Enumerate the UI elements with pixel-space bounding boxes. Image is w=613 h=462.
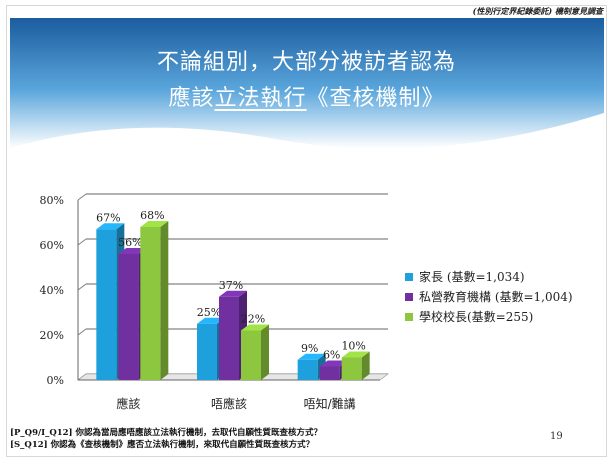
bar [341, 357, 362, 380]
legend-label: 私營教育機構 (基數=1,004) [419, 290, 573, 304]
question-text: 你認為當局應唔應該立法執行機制，去取代自願性質既查核方式？ [75, 428, 323, 438]
footnote-line-2: [S_Q12] 你認為《查核機制》應否立法執行機制，來取代自願性質既查核方式？ [10, 439, 322, 451]
bar [297, 359, 318, 380]
bar-top [319, 360, 348, 367]
bar [319, 366, 340, 380]
bar [118, 254, 139, 380]
y-tick-label: 20% [40, 329, 64, 342]
title-legislate: 立法執行 [214, 86, 307, 111]
chart-legend: 家長 (基數=1,034) 私營教育機構 (基數=1,004) 學校校長(基數=… [405, 267, 573, 327]
slide-title-line-1: 不論組別，大部分被訪者認為 [156, 50, 456, 75]
data-label: 9% [301, 342, 318, 355]
bar [140, 227, 161, 380]
y-tick-label: 60% [40, 239, 64, 252]
y-tick-label: 40% [40, 284, 64, 297]
bar-top [341, 351, 370, 358]
data-label: 68% [140, 209, 164, 222]
data-label: 37% [219, 279, 243, 292]
legend-label: 學校校長(基數=255) [419, 310, 534, 324]
slide-title-line-2: 應該立法執行《查核機制》 [0, 80, 613, 112]
gridline-depth [77, 193, 87, 201]
data-label: 22% [241, 313, 265, 326]
y-tick-label: 0% [47, 374, 64, 387]
bar-side [261, 324, 269, 380]
bar-side [160, 221, 169, 380]
bar-top [241, 324, 269, 331]
bar [219, 296, 239, 380]
question-text: 你認為《查核機制》應否立法執行機制，來取代自願性質既查核方式？ [50, 440, 315, 450]
page-number: 19 [550, 431, 563, 442]
legend-swatch [405, 273, 413, 281]
slide-frame [6, 5, 607, 457]
legend-swatch [405, 293, 413, 301]
legend-item-parents: 家長 (基數=1,034) [405, 267, 573, 287]
gridline-depth [77, 328, 87, 336]
x-tick-label: 應該 [116, 396, 140, 411]
bar-top [118, 248, 147, 254]
gridline-depth [77, 283, 87, 291]
title-mechanism: 《查核機制》 [306, 86, 445, 111]
x-tick-label: 唔應該 [211, 396, 247, 411]
bar [96, 229, 117, 380]
question-footnote: [P_Q9/I_Q12] 你認為當局應唔應該立法執行機制，去取代自願性質既查核方… [10, 427, 322, 451]
legend-item-principals: 學校校長(基數=255) [405, 307, 573, 327]
bar [241, 330, 261, 380]
data-label: 25% [197, 306, 221, 319]
data-label: 10% [341, 340, 365, 353]
legend-item-private-institutions: 私營教育機構 (基數=1,004) [405, 287, 573, 307]
footnote-line-1: [P_Q9/I_Q12] 你認為當局應唔應該立法執行機制，去取代自願性質既查核方… [10, 427, 322, 439]
y-tick-label: 80% [40, 194, 64, 207]
data-label: 67% [96, 211, 120, 224]
gridline-depth [77, 238, 87, 246]
bar-top [219, 290, 247, 297]
bar-top [140, 221, 169, 227]
bar-top [197, 317, 225, 324]
question-code: [P_Q9/I_Q12] [10, 428, 73, 438]
survey-source-label: (性別行定界紀錄委託) 機制意見調查 [472, 6, 603, 16]
data-label: 56% [118, 236, 142, 249]
legend-swatch [405, 313, 413, 321]
bar [197, 323, 217, 380]
data-label: 6% [323, 349, 340, 362]
bar-top [297, 353, 326, 360]
legend-label: 家長 (基數=1,034) [419, 270, 525, 284]
x-tick-label: 唔知/難講 [304, 396, 356, 411]
question-code: [S_Q12] [10, 440, 48, 450]
bar-top [96, 223, 125, 230]
title-should: 應該 [168, 86, 215, 111]
bar-side [361, 351, 370, 380]
title-banner [10, 18, 604, 149]
